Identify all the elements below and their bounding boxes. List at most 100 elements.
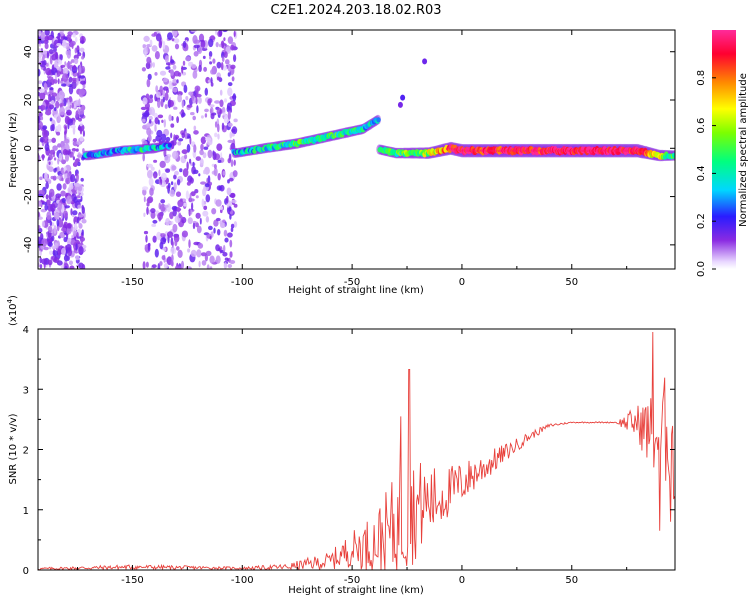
x-tick-label: 50 [565, 277, 578, 288]
scatter-band-point [172, 87, 178, 93]
scatter-band-point [74, 221, 77, 230]
scatter-band-point [82, 84, 86, 89]
scatter-band-point [188, 239, 191, 249]
scatter-band-point [181, 112, 186, 117]
scatter-band-point [149, 119, 152, 124]
scatter-band-point [165, 218, 171, 226]
scatter-band-point [150, 211, 156, 219]
scatter-band-point [195, 93, 202, 98]
scatter-band-point [143, 212, 146, 217]
scatter-band-point [196, 213, 201, 219]
scatter-band-point [149, 94, 153, 99]
scatter-band-point [48, 93, 52, 102]
scatter-band-point [192, 115, 196, 121]
scatter-band-point [204, 87, 208, 96]
scatter-band-point [70, 124, 76, 129]
scatter-band-point [151, 264, 157, 269]
scatter-band-point [193, 51, 199, 57]
scatter-band-point [227, 122, 233, 127]
scatter-band-point [52, 175, 57, 181]
scatter-band-point [174, 266, 179, 269]
scatter-band-point [73, 196, 78, 204]
scatter-band-point [51, 123, 55, 132]
scatter-band-point [171, 205, 178, 211]
scatter-band-point [227, 158, 232, 164]
scatter-band-point [41, 258, 48, 265]
scatter-band-point [172, 78, 177, 84]
scatter-band-point [185, 190, 189, 200]
scatter-band-point [177, 249, 183, 258]
snr-data [38, 331, 675, 570]
scatter-band-point [48, 161, 51, 165]
scatter-band-point [193, 144, 197, 153]
scatter-band-point [173, 38, 180, 44]
scatter-band-point [190, 249, 197, 257]
scatter-band-point [233, 118, 238, 123]
scatter-band-point [49, 104, 54, 110]
scatter-band-point [214, 100, 221, 104]
scatter-band-point [59, 103, 65, 107]
scatter-band-point [170, 69, 174, 76]
scatter-band-point [41, 238, 48, 247]
scatter-band-point [233, 221, 238, 228]
scatter-band-point [188, 91, 194, 96]
scatter-band-point [150, 208, 156, 214]
scatter-band-point [49, 87, 54, 91]
scatter-band-point [64, 115, 70, 125]
scatter-band-point [223, 244, 226, 253]
scatter-band-point [65, 244, 72, 251]
scatter-band-point [177, 266, 182, 269]
scatter-band-point [72, 64, 77, 71]
scatter-band-point [193, 44, 200, 49]
scatter-band-point [64, 150, 72, 155]
scatter-band-point [208, 38, 214, 48]
scatter-band-point [42, 154, 45, 161]
scatter-band-point [220, 40, 225, 49]
scatter-band-point [169, 221, 172, 226]
scatter-band-point [168, 100, 174, 107]
scatter-band-point [191, 202, 194, 211]
scatter-band-point [141, 118, 146, 123]
scatter-band-point [205, 216, 210, 223]
scatter-band-point [204, 108, 209, 113]
scatter-band-point [159, 160, 166, 168]
colorbar-scale [712, 30, 736, 269]
scatter-band-point [39, 116, 44, 121]
scatter-band-point [67, 99, 70, 108]
scatter-band-point [216, 61, 222, 69]
scatter-band-point [38, 225, 41, 229]
scatter-band-point [163, 77, 168, 83]
scatter-band-point [66, 195, 72, 205]
scatter-band-point [209, 104, 215, 108]
scatter-band-point [56, 131, 61, 136]
scatter-band-point [52, 250, 59, 256]
x-tick-label: -50 [344, 575, 360, 586]
scatter-band-point [59, 231, 66, 238]
scatter-band-point [174, 170, 179, 176]
scatter-band-point [217, 133, 220, 140]
scatter-band-point [174, 239, 178, 247]
scatter-band-point [173, 174, 177, 180]
scatter-band-point [182, 40, 187, 49]
scatter-band-point [223, 229, 228, 237]
scatter-band-point [227, 72, 231, 77]
scatter-band-point [219, 99, 224, 108]
scatter-band-point [207, 149, 213, 159]
scatter-band-point [164, 155, 171, 164]
snr-yscale: (x104) [6, 295, 19, 326]
scatter-band-point [167, 32, 173, 40]
scatter-band-point [38, 227, 43, 233]
snr-axes: -150 -100 -50 0 50 0 1 2 3 4 [23, 325, 675, 586]
scatter-band-point [164, 92, 169, 101]
scatter-band-point [70, 208, 73, 216]
scatter-band-point [162, 40, 166, 50]
scatter-band-point [72, 156, 75, 161]
scatter-band-point [75, 243, 78, 251]
scatter-band-point [38, 216, 43, 220]
scatter-band-point [170, 247, 177, 255]
x-tick-label: -150 [121, 575, 144, 586]
scatter-band-point [170, 123, 175, 128]
scatter-band-point [45, 67, 52, 76]
scatter-band-point [38, 80, 43, 85]
